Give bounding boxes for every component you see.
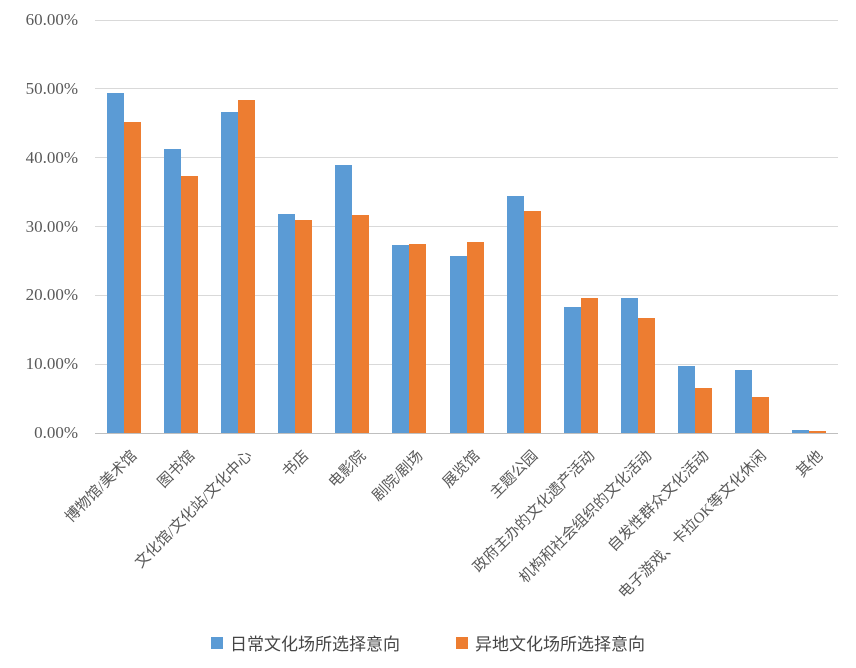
x-category-label: 电影院 [326, 448, 370, 492]
gridline [95, 88, 838, 90]
bar-series1-cat6 [392, 245, 410, 433]
bar-series2-cat1 [123, 121, 141, 433]
bar-series2-cat3 [237, 99, 255, 433]
x-category-label: 博物馆/美术馆 [62, 448, 141, 526]
legend-swatch-icon [211, 636, 223, 649]
x-category-label: 展览馆 [440, 448, 484, 492]
x-category-label: 文化馆/文化站/文化中心 [131, 448, 256, 572]
bar-series1-cat10 [620, 298, 638, 433]
bar-series2-cat11 [695, 387, 713, 433]
bar-series2-cat7 [466, 241, 484, 433]
x-category-label: 剧院/剧场 [369, 448, 427, 505]
bar-series2-cat9 [580, 298, 598, 433]
bar-series2-cat6 [409, 243, 427, 433]
bar-series1-cat2 [163, 149, 181, 433]
x-category-label: 书店 [279, 448, 313, 481]
bar-series2-cat12 [752, 397, 770, 433]
gridline [95, 19, 838, 21]
x-category-label: 其他 [794, 448, 827, 481]
y-tick-label: 10.00% [25, 354, 78, 374]
gridline [95, 157, 838, 159]
legend-item-1: 日常文化场所选择意向 [211, 630, 400, 655]
x-category-label: 图书馆 [154, 448, 199, 492]
bar-series1-cat12 [735, 370, 753, 433]
bar-series1-cat1 [106, 92, 124, 433]
y-tick-label: 60.00% [25, 10, 78, 29]
legend-label: 日常文化场所选择意向 [230, 635, 400, 654]
legend-label: 异地文化场所选择意向 [475, 635, 645, 654]
bar-series1-cat4 [278, 214, 296, 433]
bar-series2-cat8 [523, 210, 541, 433]
bar-series1-cat7 [449, 256, 467, 433]
bar-series1-cat9 [563, 307, 581, 433]
legend-item-2: 异地文化场所选择意向 [456, 630, 645, 655]
bar-series1-cat13 [792, 429, 810, 433]
gridline [95, 226, 838, 227]
x-category-label: 主题公园 [487, 448, 541, 502]
bar-series2-cat4 [295, 219, 313, 433]
bar-series2-cat10 [637, 318, 655, 433]
legend: 日常文化场所选择意向 异地文化场所选择意向 [0, 630, 856, 655]
bar-series1-cat5 [335, 165, 353, 433]
bar-series2-cat2 [180, 176, 198, 433]
bar-series1-cat8 [506, 195, 524, 433]
y-tick-label: 30.00% [25, 216, 78, 236]
bar-series1-cat3 [220, 111, 238, 433]
x-category-label: 自发性群众文化活动 [605, 448, 713, 555]
y-tick-label: 50.00% [25, 78, 78, 98]
legend-swatch-icon [456, 636, 468, 649]
x-axis-line [95, 432, 838, 434]
y-tick-label: 40.00% [25, 147, 78, 167]
y-tick-label: 0.00% [34, 423, 78, 442]
bar-series2-cat5 [352, 215, 370, 433]
bar-series2-cat13 [809, 430, 827, 433]
y-tick-label: 20.00% [25, 285, 78, 305]
bar-series1-cat11 [678, 366, 696, 433]
